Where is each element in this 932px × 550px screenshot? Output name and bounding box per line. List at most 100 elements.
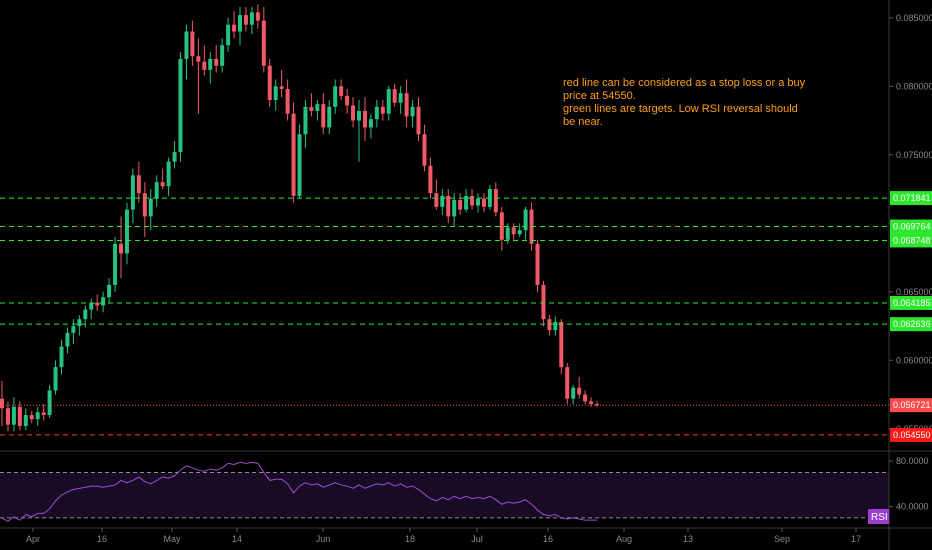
candle-body bbox=[386, 89, 391, 114]
candle-body bbox=[77, 319, 82, 327]
candle-body bbox=[368, 119, 373, 128]
time-tick-label: 13 bbox=[683, 534, 693, 544]
candle-body bbox=[470, 195, 475, 206]
candle-body bbox=[160, 182, 165, 187]
candle-body bbox=[53, 367, 58, 391]
time-tick-label: May bbox=[163, 534, 181, 544]
candle-body bbox=[5, 408, 10, 425]
candle-body bbox=[285, 89, 290, 114]
candle-body bbox=[65, 332, 70, 347]
candle-body bbox=[232, 24, 237, 32]
candle-body bbox=[583, 394, 588, 402]
time-tick-label: 18 bbox=[405, 534, 415, 544]
candle-body bbox=[559, 321, 564, 368]
candle-body bbox=[458, 200, 463, 210]
candle-body bbox=[571, 387, 576, 399]
candle-body bbox=[321, 104, 326, 128]
level-label: 0.056721 bbox=[893, 400, 931, 410]
candle-body bbox=[535, 243, 540, 285]
rsi-line bbox=[1, 461, 597, 522]
candle-body bbox=[0, 398, 4, 409]
candle-body bbox=[392, 89, 397, 103]
candle-body bbox=[523, 209, 528, 231]
candle-body bbox=[35, 412, 40, 420]
level-label-bg bbox=[890, 191, 932, 206]
price-tick-label: 0.065000 bbox=[896, 287, 932, 297]
rsi-badge bbox=[868, 509, 889, 524]
candle-body bbox=[166, 161, 171, 187]
candle-body bbox=[416, 106, 421, 135]
rsi-badge-label: RSI bbox=[871, 512, 888, 523]
candle-body bbox=[380, 106, 385, 114]
candle-body bbox=[243, 15, 248, 25]
rsi-tick-label: 40.0000 bbox=[896, 502, 929, 512]
level-label: 0.054550 bbox=[893, 430, 931, 440]
annotation-line-2: green lines are targets. Low RSI reversa… bbox=[563, 103, 801, 128]
level-label-bg bbox=[890, 219, 932, 234]
level-label: 0.071841 bbox=[893, 193, 931, 203]
candle-body bbox=[261, 20, 266, 66]
candle-body bbox=[351, 105, 356, 121]
candle-body bbox=[357, 110, 361, 121]
level-label-bg bbox=[890, 398, 932, 413]
candle-body bbox=[577, 387, 582, 395]
candle-body bbox=[410, 106, 415, 117]
candle-body bbox=[238, 15, 242, 32]
candle-body bbox=[517, 230, 522, 235]
candle-body bbox=[29, 415, 34, 420]
candle-body bbox=[541, 284, 546, 320]
price-tick-label: 0.080000 bbox=[896, 81, 932, 91]
candle-body bbox=[589, 401, 594, 405]
candle-body bbox=[226, 24, 231, 46]
candle-body bbox=[327, 106, 332, 128]
candle-body bbox=[374, 106, 379, 120]
candle-body bbox=[440, 195, 445, 207]
candle-body bbox=[553, 321, 558, 331]
candle-body bbox=[362, 110, 367, 128]
candle-body bbox=[17, 406, 22, 427]
candle-body bbox=[339, 86, 344, 96]
candle-body bbox=[446, 195, 451, 217]
candle-body bbox=[565, 367, 570, 399]
time-tick-label: 17 bbox=[851, 534, 861, 544]
candle-body bbox=[124, 209, 129, 254]
candle-body bbox=[71, 326, 76, 333]
candle-body bbox=[333, 86, 338, 107]
price-tick-label: 0.085000 bbox=[896, 13, 932, 23]
candle-body bbox=[89, 302, 94, 310]
candle-body bbox=[249, 12, 254, 25]
candle-body bbox=[511, 227, 516, 235]
candle-body bbox=[214, 58, 219, 66]
candle-body bbox=[148, 198, 153, 217]
time-tick-label: Apr bbox=[26, 534, 40, 544]
price-tick-label: 0.075000 bbox=[896, 150, 932, 160]
candle-body bbox=[47, 390, 52, 416]
candle-body bbox=[196, 56, 201, 62]
time-tick-label: 16 bbox=[543, 534, 553, 544]
candle-body bbox=[142, 193, 147, 217]
rsi-band-fill bbox=[0, 472, 889, 518]
candle-body bbox=[464, 195, 469, 210]
price-tick-label: 0.060000 bbox=[896, 355, 932, 365]
candle-body bbox=[345, 95, 350, 106]
candle-body bbox=[499, 212, 504, 240]
candle-body bbox=[434, 193, 439, 207]
candle-body bbox=[476, 198, 480, 206]
time-tick-label: Sep bbox=[774, 534, 790, 544]
time-tick-label: Jun bbox=[316, 534, 331, 544]
level-label: 0.068748 bbox=[893, 235, 931, 245]
candle-body bbox=[130, 175, 135, 210]
candle-body bbox=[23, 415, 28, 427]
candle-body bbox=[107, 284, 112, 298]
level-label-bg bbox=[890, 295, 932, 310]
time-tick-label: 14 bbox=[232, 534, 242, 544]
candle-body bbox=[422, 134, 427, 166]
candle-body bbox=[101, 297, 106, 306]
level-label-bg bbox=[890, 317, 932, 332]
candle-body bbox=[404, 93, 409, 117]
candle-body bbox=[452, 200, 457, 217]
candle-body bbox=[113, 243, 118, 285]
time-tick-label: Aug bbox=[616, 534, 632, 544]
